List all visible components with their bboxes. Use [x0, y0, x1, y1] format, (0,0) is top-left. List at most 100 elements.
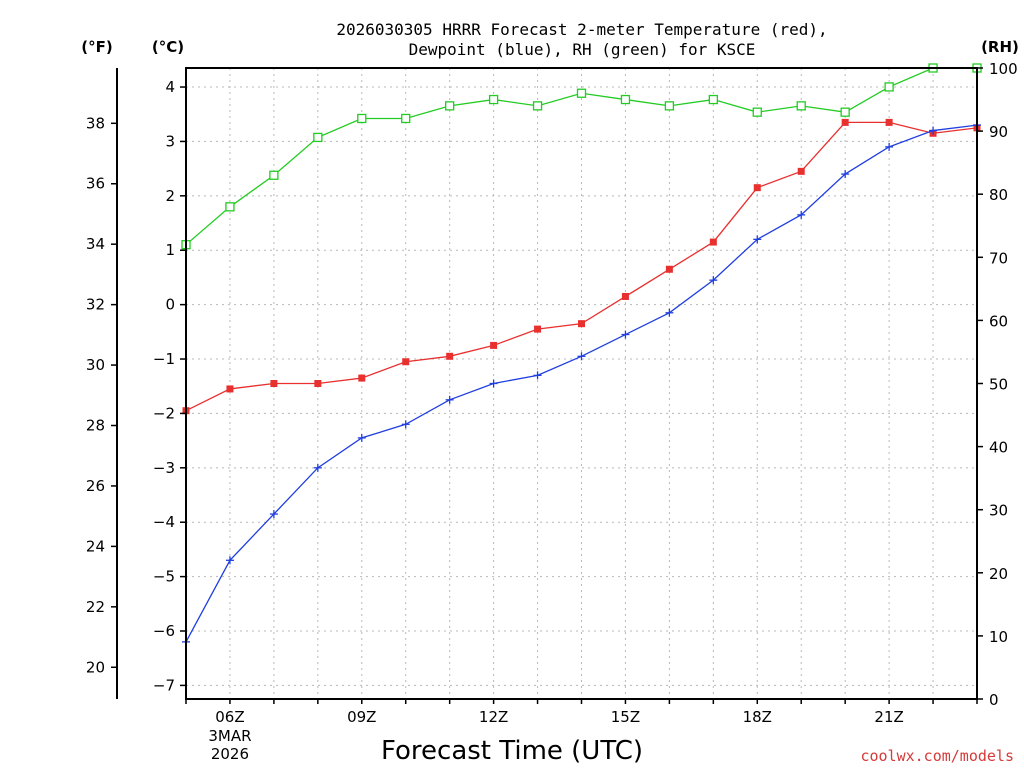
temperature-data-point: [885, 118, 893, 126]
dewpoint-data-point: [841, 170, 850, 179]
celsius-tick-label: 1: [165, 241, 175, 259]
x-tick-label: 12Z: [479, 708, 508, 726]
series-layer: [181, 63, 982, 646]
dewpoint-data-point: [665, 308, 674, 317]
rh-tick-label: 20: [989, 565, 1008, 583]
axes: −7−6−5−4−3−2−101234010203040506070809010…: [86, 60, 1018, 763]
rh-data-point: [488, 94, 499, 105]
celsius-tick-label: 3: [165, 132, 175, 150]
celsius-tick-label: −6: [153, 622, 175, 640]
x-tick-label: 06Z: [215, 708, 244, 726]
x-tick-label: 18Z: [743, 708, 772, 726]
rh-data-point: [664, 101, 675, 111]
fahrenheit-axis-unit: (°F): [81, 38, 112, 56]
x-tick-label: 15Z: [611, 708, 640, 726]
dewpoint-data-point: [753, 235, 762, 244]
rh-tick-label: 60: [989, 312, 1008, 330]
celsius-tick-label: −5: [153, 568, 175, 586]
rh-tick-label: 100: [989, 60, 1018, 78]
dewpoint-data-point: [577, 352, 586, 361]
rh-tick-label: 70: [989, 249, 1008, 267]
rh-tick-label: 90: [989, 123, 1008, 141]
temperature-data-point: [709, 238, 717, 246]
temperature-data-point: [358, 374, 366, 382]
credit-link[interactable]: coolwx.com/models: [860, 747, 1014, 765]
dewpoint-data-point: [489, 379, 498, 388]
celsius-tick-label: −1: [153, 350, 175, 368]
dewpoint-data-point: [225, 556, 234, 565]
dewpoint-data-point: [445, 395, 454, 404]
x-axis-label: Forecast Time (UTC): [381, 736, 643, 766]
rh-tick-label: 50: [989, 376, 1008, 394]
rh-data-point: [620, 94, 631, 105]
dewpoint-data-point: [709, 276, 718, 285]
temperature-data-point: [841, 118, 849, 126]
rh-data-point: [532, 101, 543, 111]
rh-data-point: [840, 107, 850, 117]
rh-data-point: [796, 101, 806, 111]
rh-data-point: [752, 107, 762, 117]
rh-data-point: [445, 101, 455, 111]
fahrenheit-tick-label: 38: [86, 114, 105, 132]
dewpoint-data-point: [357, 433, 366, 442]
temperature-data-point: [314, 380, 322, 387]
rh-tick-label: 40: [989, 439, 1008, 457]
fahrenheit-tick-label: 32: [86, 296, 105, 314]
dewpoint-data-point: [401, 420, 410, 429]
x-tick-label: 09Z: [347, 708, 376, 726]
temperature-data-point: [753, 184, 761, 192]
rh-tick-label: 80: [989, 186, 1008, 204]
rh-data-point: [269, 170, 279, 180]
celsius-tick-label: −7: [153, 676, 175, 694]
temperature-data-point: [534, 325, 542, 333]
rh-data-point: [708, 94, 718, 105]
temperature-data-point: [621, 292, 629, 300]
celsius-tick-label: −3: [153, 459, 175, 477]
chart-title-line2: Dewpoint (blue), RH (green) for KSCE: [409, 40, 756, 59]
dewpoint-data-point: [797, 210, 806, 219]
rh-axis-unit: (RH): [981, 38, 1019, 56]
dewpoint-data-point: [929, 126, 938, 135]
celsius-tick-label: 4: [165, 78, 175, 96]
dewpoint-data-point: [885, 142, 894, 151]
celsius-tick-label: 0: [165, 296, 175, 314]
rh-data-point: [357, 113, 367, 124]
rh-tick-label: 10: [989, 628, 1008, 646]
fahrenheit-tick-label: 28: [86, 417, 105, 435]
temperature-data-point: [226, 385, 234, 393]
celsius-tick-label: 2: [165, 187, 175, 205]
rh-tick-label: 30: [989, 502, 1008, 520]
dewpoint-data-point: [621, 330, 630, 339]
temperature-data-point: [797, 167, 805, 175]
temperature-data-point: [665, 265, 673, 273]
temperature-data-point: [402, 358, 410, 366]
temperature-data-point: [490, 341, 498, 349]
x-tick-date-label: 3MAR: [208, 727, 251, 745]
temperature-data-point: [446, 352, 454, 360]
dewpoint-data-point: [313, 463, 322, 472]
fahrenheit-tick-label: 26: [86, 477, 105, 495]
celsius-tick-label: −2: [153, 404, 175, 422]
temperature-data-point: [270, 380, 278, 387]
rh-tick-label: 0: [989, 691, 999, 709]
rh-data-point: [884, 82, 894, 92]
chart-title-line1: 2026030305 HRRR Forecast 2-meter Tempera…: [336, 20, 827, 39]
dewpoint-data-point: [269, 510, 278, 519]
temperature-data-point: [578, 320, 585, 328]
fahrenheit-tick-label: 24: [86, 537, 105, 555]
rh-data-point: [401, 113, 411, 124]
celsius-axis-unit: (°C): [152, 38, 184, 56]
fahrenheit-tick-label: 22: [86, 598, 105, 616]
fahrenheit-tick-label: 30: [86, 356, 105, 374]
x-tick-year-label: 2026: [211, 745, 249, 763]
rh-data-point: [313, 132, 323, 143]
fahrenheit-tick-label: 34: [86, 235, 105, 253]
rh-data-point: [225, 202, 235, 212]
dewpoint-data-point: [533, 371, 542, 380]
x-tick-label: 21Z: [874, 708, 903, 726]
fahrenheit-tick-label: 36: [86, 175, 105, 193]
fahrenheit-tick-label: 20: [86, 658, 105, 676]
rh-data-point: [576, 88, 587, 98]
celsius-tick-label: −4: [153, 513, 175, 531]
